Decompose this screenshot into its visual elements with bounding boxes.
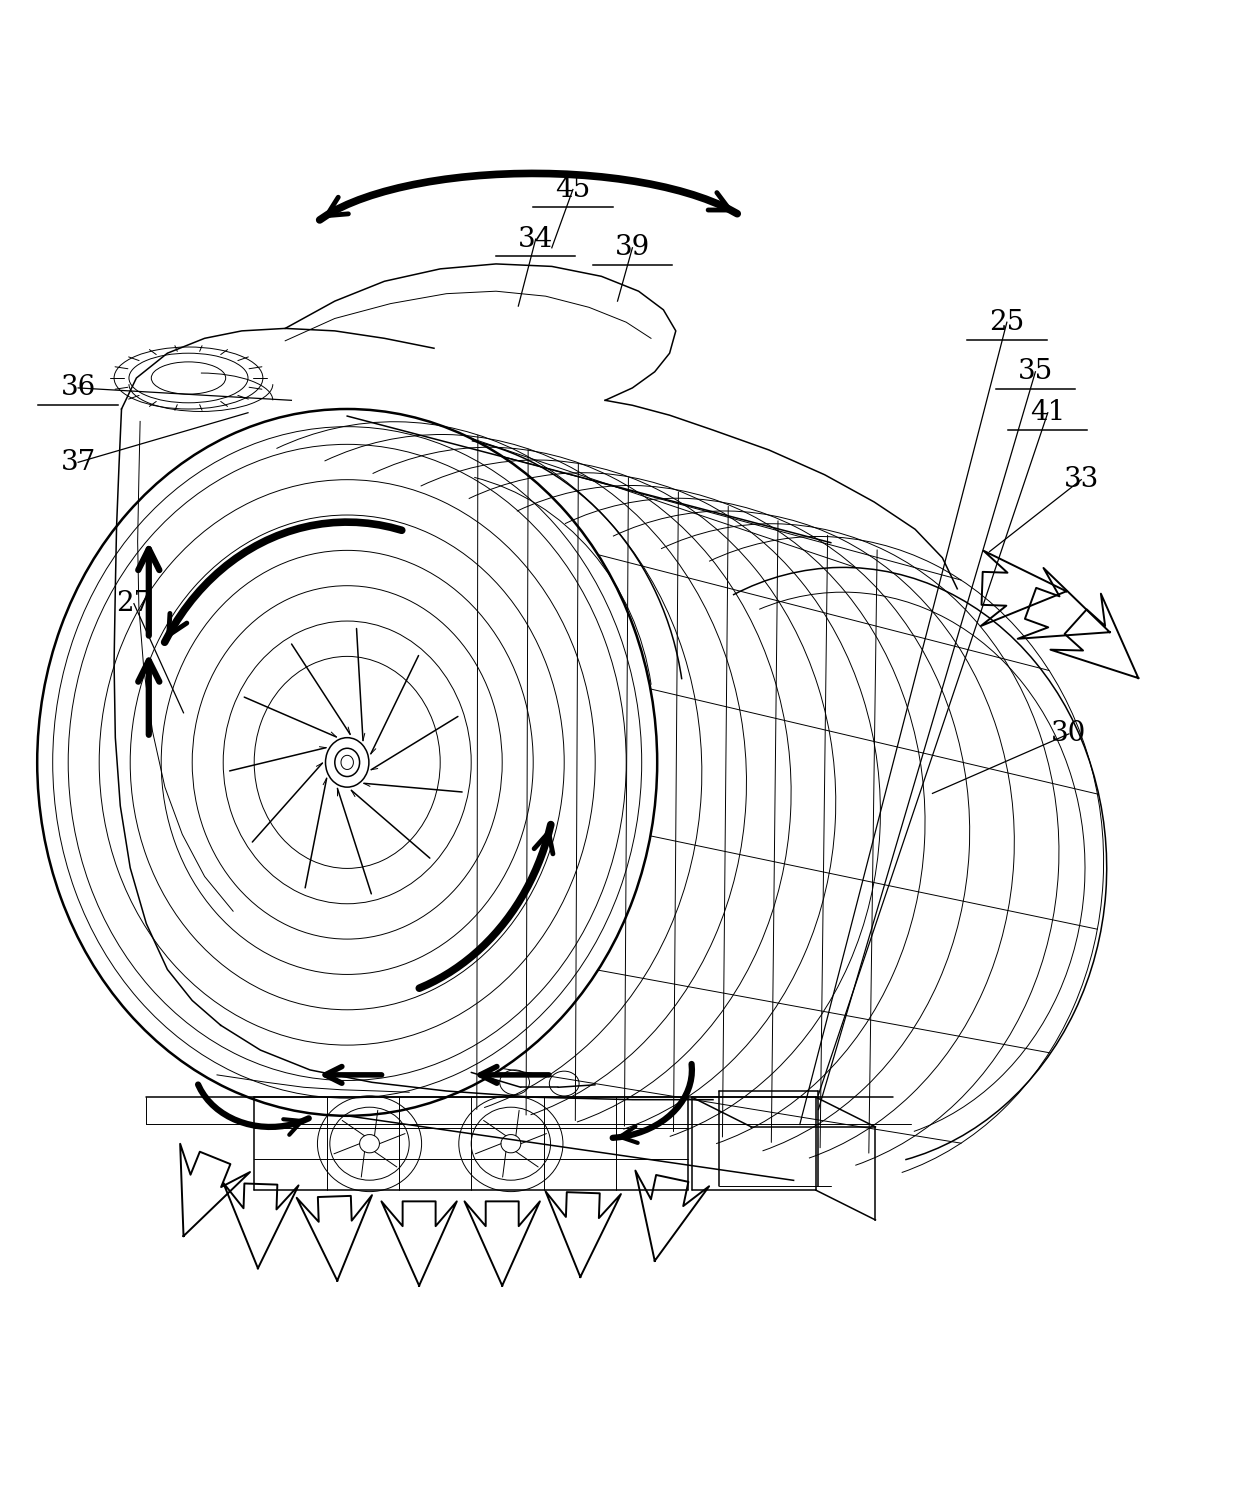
- Text: 25: 25: [990, 309, 1024, 336]
- Text: 35: 35: [1018, 358, 1053, 386]
- Text: 37: 37: [61, 448, 95, 476]
- Text: 34: 34: [518, 225, 553, 252]
- Text: 33: 33: [1064, 466, 1099, 494]
- Text: 27: 27: [117, 590, 151, 616]
- Text: 36: 36: [61, 375, 95, 402]
- Text: 41: 41: [1030, 399, 1065, 426]
- Text: 30: 30: [1052, 720, 1086, 747]
- Text: 39: 39: [615, 234, 650, 261]
- Text: 45: 45: [556, 176, 590, 202]
